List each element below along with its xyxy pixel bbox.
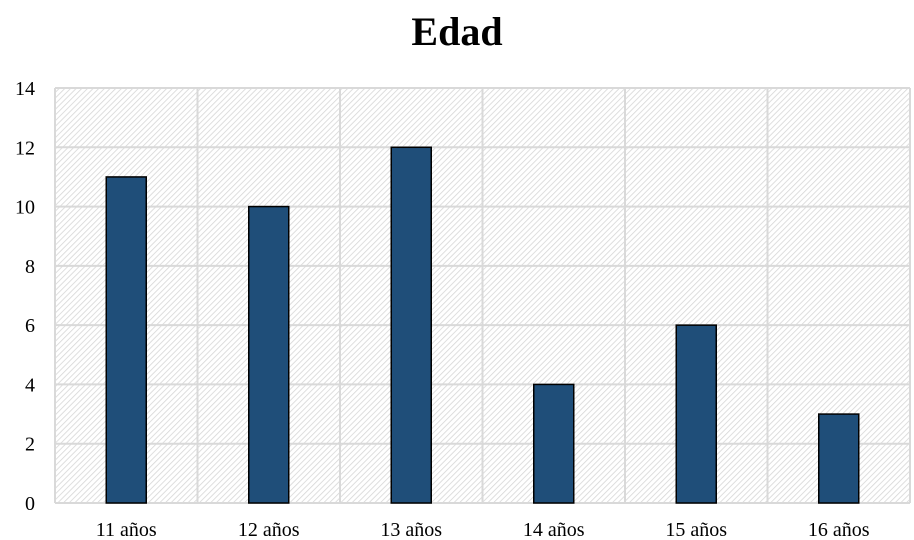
y-tick-label: 6 bbox=[25, 315, 35, 337]
y-tick-label: 10 bbox=[15, 197, 35, 219]
y-tick-label: 14 bbox=[15, 78, 35, 100]
bar bbox=[105, 176, 147, 504]
bar bbox=[533, 383, 575, 504]
bar bbox=[818, 413, 860, 504]
y-axis-ticks: 0 2 4 6 8 10 12 14 bbox=[15, 78, 35, 515]
gridlines bbox=[54, 87, 911, 504]
y-tick-label: 4 bbox=[25, 374, 35, 396]
y-tick-label: 8 bbox=[25, 256, 35, 278]
y-tick-label: 2 bbox=[25, 434, 35, 456]
x-tick-label: 14 años bbox=[523, 519, 585, 540]
x-tick-label: 12 años bbox=[238, 519, 300, 540]
chart-title: Edad bbox=[411, 9, 503, 54]
x-tick-label: 15 años bbox=[665, 519, 727, 540]
bar bbox=[675, 324, 717, 504]
x-axis-ticks: 11 años 12 años 13 años 14 años 15 años 16 añ… bbox=[96, 519, 870, 540]
x-tick-label: 13 años bbox=[380, 519, 442, 540]
y-tick-label: 12 bbox=[15, 137, 35, 159]
bar bbox=[248, 205, 290, 504]
x-tick-label: 11 años bbox=[96, 519, 157, 540]
x-tick-label: 16 años bbox=[808, 519, 870, 540]
y-tick-label: 0 bbox=[25, 493, 35, 515]
bars bbox=[105, 146, 860, 504]
bar bbox=[390, 146, 432, 504]
